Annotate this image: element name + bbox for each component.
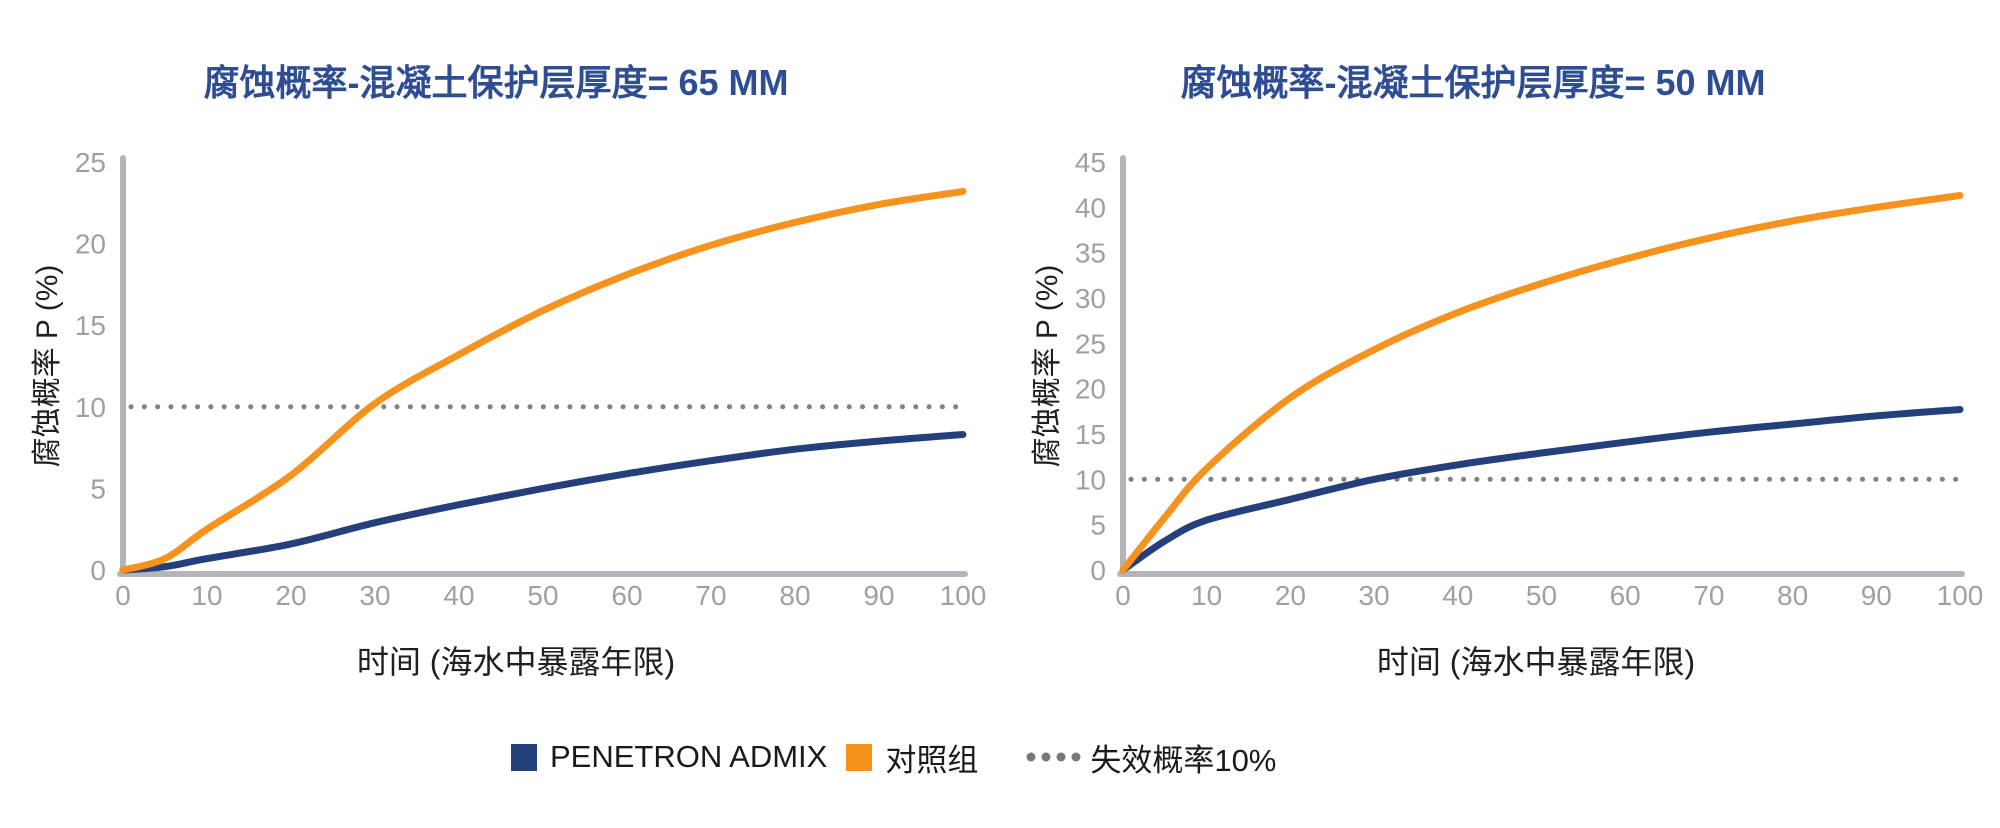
legend-item-control-group: 对照组 (846, 735, 978, 780)
x-axis-title-65mm: 时间 (海水中暴露年限) (356, 644, 676, 680)
control-group-curve (1119, 192, 1964, 574)
legend-dot (1056, 752, 1066, 762)
x-tick-label: 0 (115, 580, 131, 611)
y-tick-label: 35 (1075, 238, 1106, 269)
x-tick-label: 0 (1115, 580, 1131, 611)
x-tick-label: 100 (940, 580, 987, 611)
x-tick-label: 60 (611, 580, 642, 611)
legend-item-penetron-admix: PENETRON ADMIX (511, 739, 827, 775)
legend: PENETRON ADMIX 对照组 失效概率10% (511, 739, 1276, 778)
chart-plot-1: 0 10 20 30 40 50 60 70 80 90 100 0 5 10 15 20 25 30 35 40 45 (1075, 147, 1984, 611)
chart-plot-0: 0 10 20 30 40 50 60 70 80 90 100 0 5 10 15 20 25 (75, 147, 987, 611)
legend-dot (1071, 752, 1081, 762)
y-tick-label: 10 (1075, 464, 1106, 495)
x-tick-label: 20 (1275, 580, 1306, 611)
y-tick-label: 0 (1090, 555, 1106, 586)
y-tick-label: 5 (90, 473, 106, 504)
legend-label-control-group: 对照组 (885, 742, 979, 778)
x-tick-label: 60 (1610, 580, 1641, 611)
y-tick-label: 45 (1075, 147, 1106, 178)
x-tick-label: 80 (779, 580, 810, 611)
x-tick-label: 50 (1526, 580, 1557, 611)
x-tick-label: 50 (527, 580, 558, 611)
y-tick-label: 20 (1075, 374, 1106, 405)
penetron-admix-curve (1119, 406, 1964, 574)
y-tick-label: 25 (1075, 328, 1106, 359)
x-tick-label: 10 (191, 580, 222, 611)
chart-title-65mm: 腐蚀概率-混凝土保护层厚度= 65 MM (203, 62, 789, 103)
chart-title-50mm: 腐蚀概率-混凝土保护层厚度= 50 MM (1180, 62, 1766, 103)
x-tick-label: 40 (1442, 580, 1473, 611)
penetron-admix-swatch (511, 743, 537, 771)
y-tick-label: 10 (75, 392, 106, 423)
y-tick-label: 5 (1090, 510, 1106, 541)
legend-dot (1041, 752, 1051, 762)
y-tick-label: 0 (90, 555, 106, 586)
y-tick-label: 25 (75, 147, 106, 178)
control-group-curve (119, 187, 967, 574)
x-tick-label: 40 (443, 580, 474, 611)
legend-dot (1026, 752, 1036, 762)
legend-item-failure-threshold: 失效概率10% (1026, 735, 1276, 780)
legend-label-failure-threshold: 失效概率10% (1090, 742, 1277, 778)
x-tick-label: 70 (695, 580, 726, 611)
penetron-admix-curve (119, 431, 967, 574)
x-tick-label: 10 (1191, 580, 1222, 611)
legend-label-penetron-admix: PENETRON ADMIX (550, 739, 828, 774)
y-tick-label: 15 (75, 310, 106, 341)
x-tick-label: 90 (863, 580, 894, 611)
y-tick-label: 15 (1075, 419, 1106, 450)
dotted-line-icon (1026, 752, 1081, 762)
x-tick-label: 20 (275, 580, 306, 611)
x-tick-label: 30 (359, 580, 390, 611)
x-tick-label: 80 (1777, 580, 1808, 611)
y-tick-label: 20 (75, 229, 106, 260)
x-axis-title-50mm: 时间 (海水中暴露年限) (1376, 644, 1696, 680)
x-tick-label: 90 (1861, 580, 1892, 611)
control-group-swatch (846, 743, 873, 771)
x-tick-label: 70 (1693, 580, 1724, 611)
y-tick-label: 30 (1075, 283, 1106, 314)
x-tick-label: 100 (1937, 580, 1984, 611)
x-tick-label: 30 (1359, 580, 1390, 611)
y-tick-label: 40 (1075, 192, 1106, 223)
